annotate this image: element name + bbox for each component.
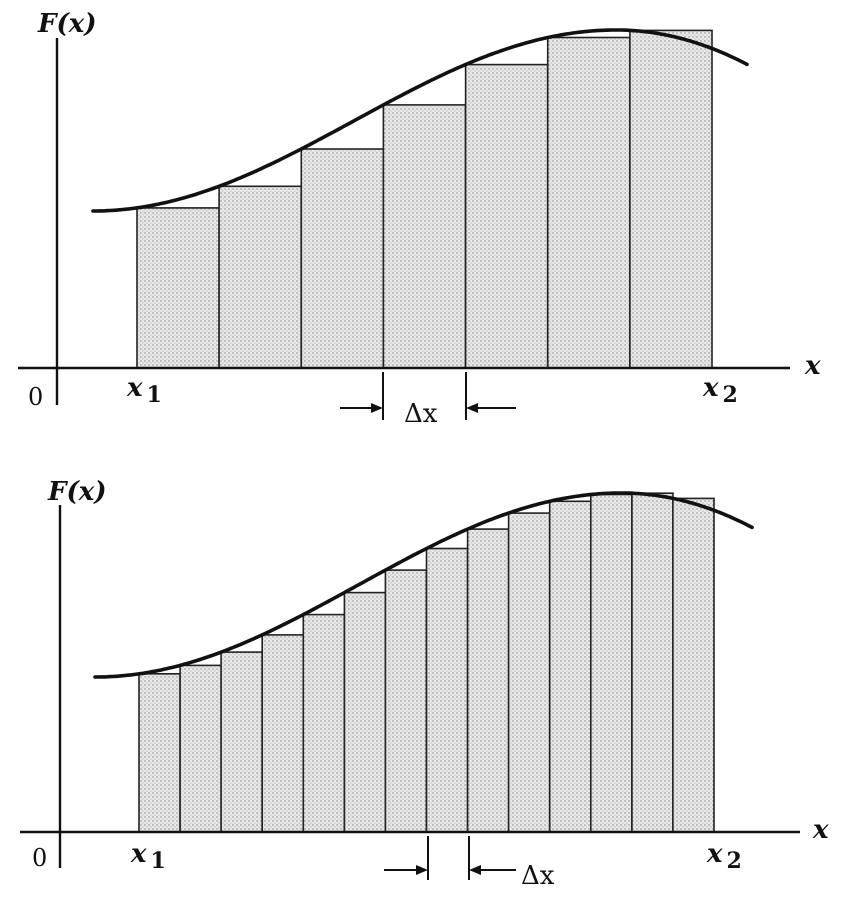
riemann-rectangle [631,492,674,833]
riemann-rectangle [218,185,303,369]
x2-subscript: 2 [727,848,742,874]
riemann-rectangle [589,493,633,833]
x2-letter: x [702,373,719,403]
origin-label: 0 [28,383,43,411]
function-curve [93,491,754,679]
x1-subscript: 1 [147,382,162,408]
delta-x-indicator: Δx [384,836,555,891]
y-axis-label: F(x) [47,477,107,507]
delta-x-label: Δx [521,861,555,891]
riemann-rectangle [548,500,592,833]
riemann-rectangle [179,664,223,833]
riemann-rectangle [136,207,220,369]
riemann-rectangle [220,651,264,833]
riemann-rectangle [629,29,713,369]
riemann-rectangle [384,569,428,833]
delta-x-label: Δx [404,399,438,429]
x2-subscript: 2 [723,382,738,408]
riemann-rectangle [464,63,549,369]
riemann-rectangle [343,591,387,833]
function-curve [91,28,749,213]
riemann-rectangle [302,613,346,833]
x-axis-label: x [812,815,829,845]
origin-label: 0 [32,844,47,872]
delta-x-indicator: Δx [340,372,516,429]
x2-letter: x [706,839,723,869]
riemann-rectangle [466,528,510,833]
x1-subscript: 1 [151,848,166,874]
riemann-rectangle [425,547,469,833]
riemann-rectangle [546,36,631,369]
y-axis-label: F(x) [37,9,97,39]
rectangles-fine [138,492,715,833]
x1-letter: x [126,373,143,403]
x-axis-label: x [804,351,821,381]
riemann-rectangle [300,148,385,369]
x1-letter: x [130,839,147,869]
riemann-rectangle [138,672,181,833]
riemann-rectangle [382,104,467,369]
riemann-rectangle [672,497,715,833]
riemann-rectangle [261,634,305,833]
rectangles-coarse [136,29,713,369]
riemann-rectangle [507,512,551,833]
